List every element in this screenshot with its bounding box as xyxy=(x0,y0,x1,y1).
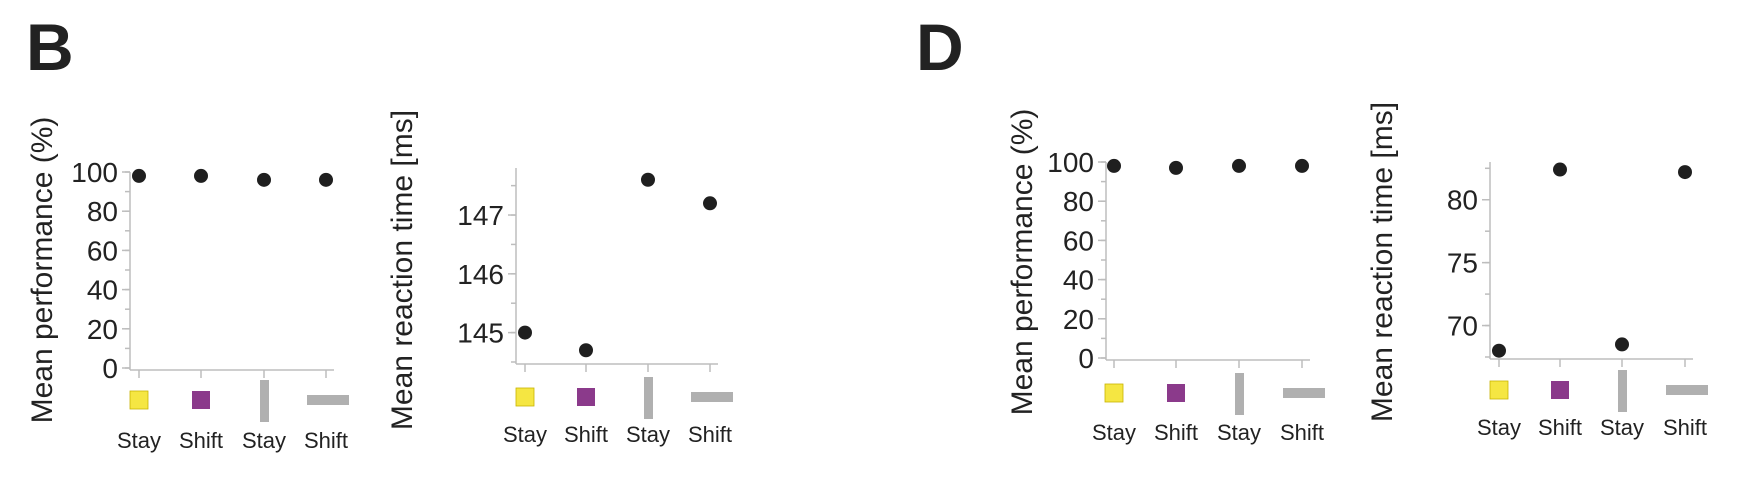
stay-vertical-bar-icon xyxy=(644,377,653,419)
data-point xyxy=(1232,158,1246,173)
data-point xyxy=(1492,343,1506,358)
data-point xyxy=(1107,158,1121,173)
panel-letter-d: D xyxy=(916,10,964,84)
y-tick-label: 0 xyxy=(102,353,118,384)
data-point xyxy=(1615,337,1629,352)
y-tick-label: 80 xyxy=(1447,185,1478,216)
category-label: Shift xyxy=(1663,415,1707,440)
y-tick-label: 80 xyxy=(1063,186,1094,217)
category-label: Stay xyxy=(117,428,161,453)
category-label: Shift xyxy=(1154,420,1198,445)
y-axis-label: Mean performance (%) xyxy=(1006,109,1039,416)
category-label: Shift xyxy=(304,428,348,453)
stay-yellow-square-icon xyxy=(1489,380,1509,400)
chart-4: 70 75 80 Mean reaction time [ms] Stay Shift St… xyxy=(1366,102,1708,440)
data-point xyxy=(257,172,271,187)
category-label: Stay xyxy=(1600,415,1644,440)
shift-purple-square-icon xyxy=(192,391,210,409)
y-tick-label: 70 xyxy=(1447,311,1478,342)
shift-purple-square-icon xyxy=(577,388,595,406)
y-tick-label: 60 xyxy=(1063,225,1094,256)
category-label: Stay xyxy=(242,428,286,453)
category-label: Shift xyxy=(688,422,732,447)
y-tick-label: 145 xyxy=(457,318,504,349)
data-point xyxy=(641,172,655,187)
y-tick-label: 60 xyxy=(87,235,118,266)
chart-1: 0 20 40 60 80 100 Mean performance (%) Stay Shif… xyxy=(26,117,349,453)
category-label: Shift xyxy=(179,428,223,453)
shift-purple-square-icon xyxy=(1551,381,1569,399)
stay-vertical-bar-icon xyxy=(1235,373,1244,415)
data-point xyxy=(518,325,532,340)
y-axis-label: Mean reaction time [ms] xyxy=(1366,102,1399,422)
shift-horizontal-bar-icon xyxy=(691,392,733,402)
stay-vertical-bar-icon xyxy=(260,380,269,422)
stay-yellow-square-icon xyxy=(1104,383,1124,403)
y-tick-label: 100 xyxy=(71,157,118,188)
category-label: Shift xyxy=(1538,415,1582,440)
data-point xyxy=(1553,162,1567,177)
data-point xyxy=(132,168,146,183)
y-tick-label: 100 xyxy=(1047,147,1094,178)
category-label: Stay xyxy=(503,422,547,447)
shift-horizontal-bar-icon xyxy=(1283,388,1325,398)
y-tick-label: 147 xyxy=(457,200,504,231)
y-tick-label: 0 xyxy=(1078,343,1094,374)
data-point xyxy=(1678,165,1692,180)
category-label: Shift xyxy=(1280,420,1324,445)
chart-2: 145 146 147 Mean reaction time [ms] Stay Shif… xyxy=(386,110,733,447)
data-point xyxy=(579,343,593,358)
panel-letter-b: B xyxy=(26,10,74,84)
data-point xyxy=(1169,160,1183,175)
category-label: Stay xyxy=(1092,420,1136,445)
category-label: Stay xyxy=(1217,420,1261,445)
chart-3: 0 20 40 60 80 100 Mean performance (%) Stay Shif… xyxy=(1006,109,1325,445)
data-point xyxy=(319,172,333,187)
y-tick-label: 40 xyxy=(87,275,118,306)
category-label: Stay xyxy=(1477,415,1521,440)
category-label: Shift xyxy=(564,422,608,447)
y-tick-label: 40 xyxy=(1063,265,1094,296)
y-tick-label: 146 xyxy=(457,259,504,290)
stay-vertical-bar-icon xyxy=(1618,370,1627,412)
charts-group: 0 20 40 60 80 100 Mean performance (%) Stay Shif… xyxy=(26,102,1708,453)
shift-horizontal-bar-icon xyxy=(307,395,349,405)
data-point xyxy=(194,168,208,183)
y-tick-label: 75 xyxy=(1447,248,1478,279)
y-axis-label: Mean performance (%) xyxy=(26,117,59,424)
stay-yellow-square-icon xyxy=(129,390,149,410)
y-tick-label: 20 xyxy=(87,314,118,345)
shift-purple-square-icon xyxy=(1167,384,1185,402)
y-axis-label: Mean reaction time [ms] xyxy=(386,110,419,430)
data-point xyxy=(703,196,717,211)
stay-yellow-square-icon xyxy=(515,387,535,407)
category-label: Stay xyxy=(626,422,670,447)
data-point xyxy=(1295,158,1309,173)
y-tick-label: 20 xyxy=(1063,304,1094,335)
y-tick-label: 80 xyxy=(87,196,118,227)
shift-horizontal-bar-icon xyxy=(1666,385,1708,395)
